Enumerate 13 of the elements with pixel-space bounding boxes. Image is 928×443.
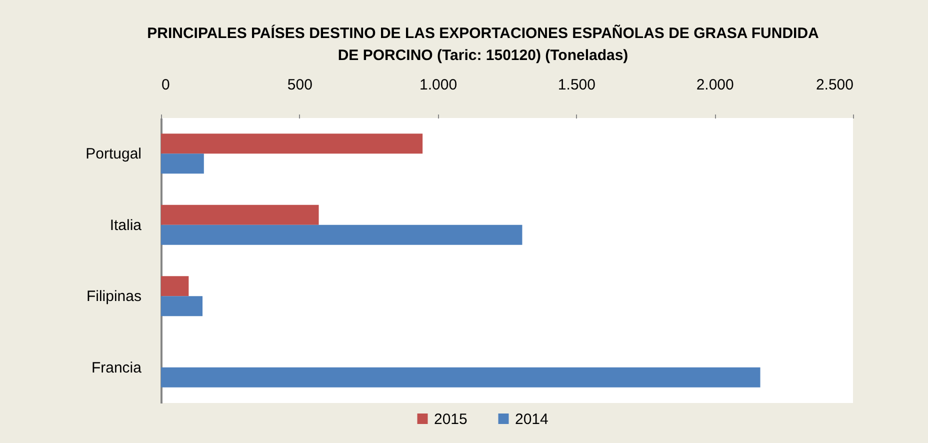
x-tick-label: 1.000	[420, 76, 458, 94]
chart-title: PRINCIPALES PAÍSES DESTINO DE LAS EXPORTACIONES ESPAÑOLAS DE GRASA FUNDIDA DE PORCINO (Taric: 150120) (Toneladas)	[147, 24, 820, 64]
legend-label: 2014	[515, 410, 548, 428]
x-tick-label: 2.500	[816, 76, 854, 94]
y-tick-label: Italia	[110, 216, 142, 234]
x-tick-label: 2.000	[696, 76, 734, 94]
x-tick-label: 500	[287, 76, 312, 94]
legend-label: 2015	[434, 410, 468, 428]
y-tick-label: Portugal	[86, 146, 142, 163]
y-tick-label: Francia	[91, 359, 142, 376]
y-tick-label: Filipinas	[86, 288, 142, 306]
x-tick-label: 1.500	[558, 76, 596, 94]
x-tick-label: 0	[162, 76, 170, 94]
